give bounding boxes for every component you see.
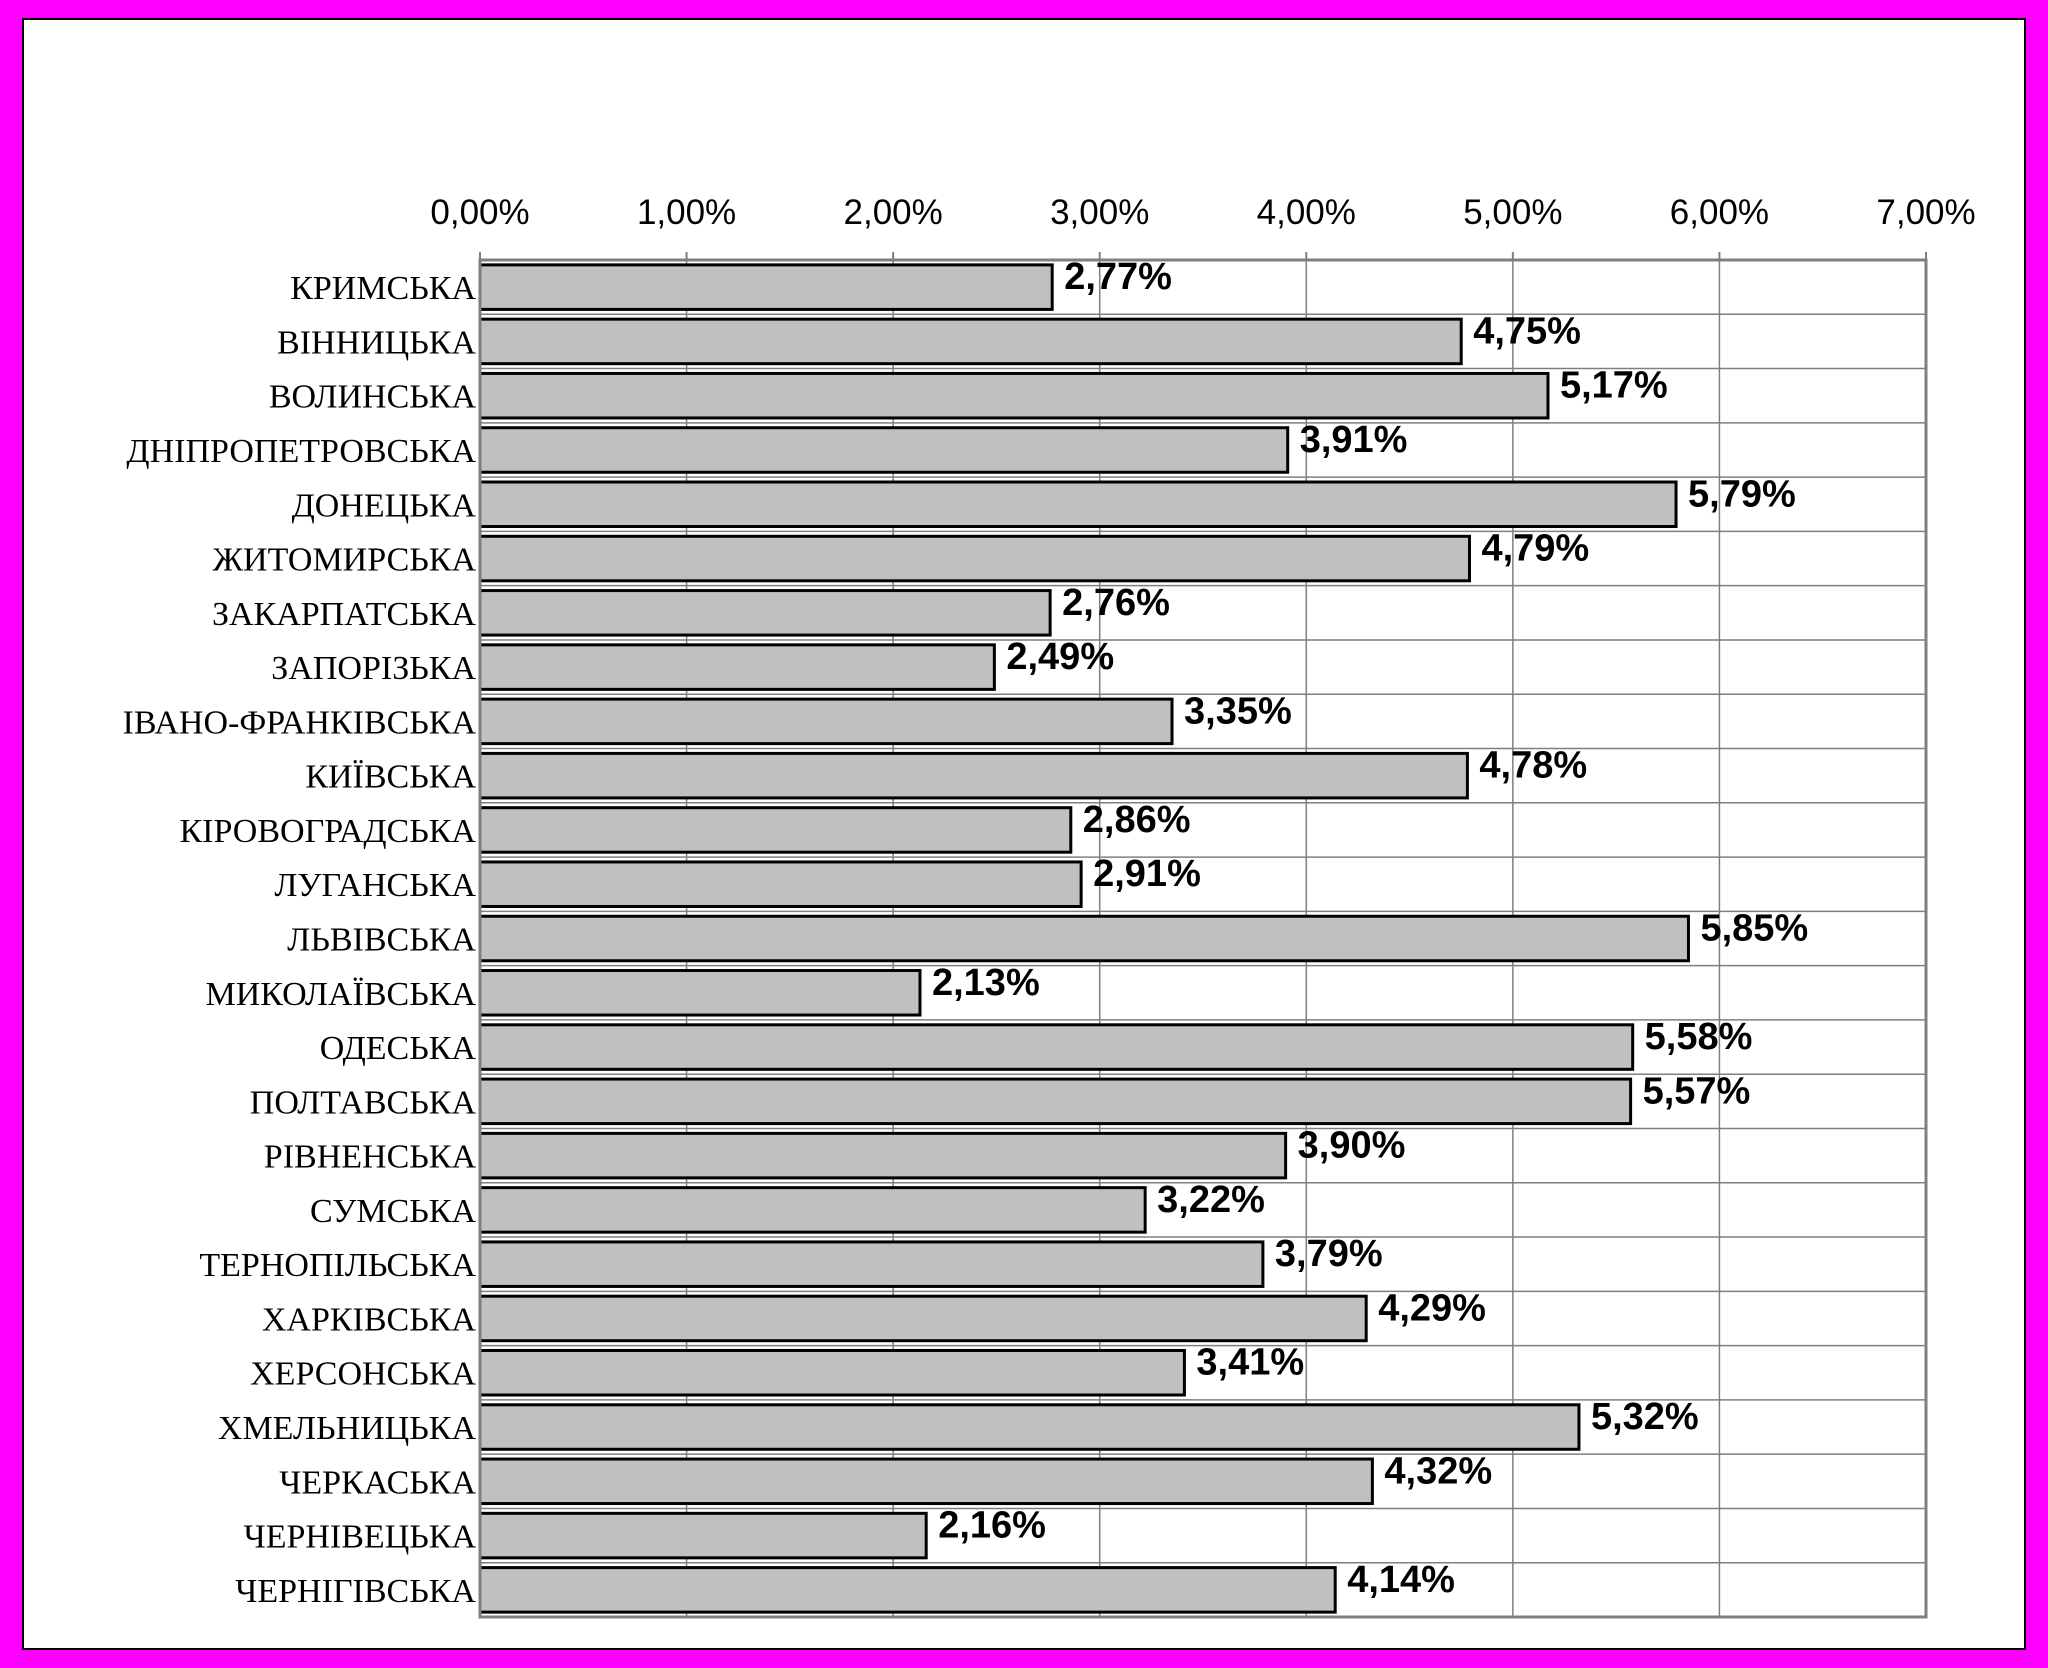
category-label: КРИМСЬКА [290,270,476,307]
bar [478,480,1678,529]
data-labels: 2,77% 4,75% 5,17% 3,91% 5,79% 4,79% 2,76% 2,49%… [932,256,1808,1601]
bar [478,1023,1635,1071]
bar [478,860,1083,908]
plot-area-border [478,258,1928,1619]
bar [478,371,1550,420]
bar [478,1240,1265,1288]
data-label: 2,49% [1006,636,1114,678]
bar [478,969,922,1017]
bar [478,1457,1374,1506]
data-label: 5,17% [1560,365,1668,407]
bar [478,1511,928,1560]
bar [478,751,1469,800]
x-axis-tick-labels: 0,00% 1,00% 2,00% 3,00% 4,00% 5,00% 6,00% 7,00% [430,193,1975,232]
category-label: ЖИТОМИРСЬКА [213,542,477,579]
category-label: ЧЕРНІГІВСЬКА [235,1573,476,1610]
category-label: ЛЬВІВСЬКА [287,922,476,959]
category-label: ДОНЕЦЬКА [292,487,477,524]
x-tick-label: 5,00% [1463,193,1562,232]
category-label: ХАРКІВСЬКА [262,1301,477,1338]
bar [478,1403,1581,1451]
data-label: 3,41% [1196,1342,1304,1384]
bar [478,1566,1337,1614]
bar [478,534,1471,583]
x-tick-label: 7,00% [1876,193,1975,232]
bar [478,1186,1147,1234]
bar [478,589,1052,637]
data-label: 3,79% [1275,1233,1383,1275]
x-tick-label: 0,00% [430,193,529,232]
data-label: 2,91% [1093,853,1201,895]
category-label: ДНІПРОПЕТРОВСЬКА [126,433,476,470]
bar [478,1077,1633,1126]
data-label: 4,75% [1473,310,1581,352]
category-label: ЛУГАНСЬКА [274,867,476,904]
category-label: СУМСЬКА [310,1193,476,1230]
x-tick-label: 6,00% [1670,193,1769,232]
bar [478,263,1054,311]
data-label: 3,22% [1157,1179,1265,1221]
data-label: 2,76% [1062,582,1170,624]
bar [478,643,996,691]
bar [478,1348,1186,1397]
category-label: ПОЛТАВСЬКА [250,1084,477,1121]
bar [478,1131,1288,1180]
data-label: 2,13% [932,962,1040,1004]
category-label: ХМЕЛЬНИЦЬКА [218,1410,477,1447]
category-label: ТЕРНОПІЛЬСЬКА [199,1247,476,1284]
category-label: КИЇВСЬКА [305,759,476,796]
data-label: 4,78% [1479,745,1587,787]
data-label: 2,77% [1064,256,1172,298]
x-tick-label: 3,00% [1050,193,1149,232]
data-label: 5,57% [1643,1070,1751,1112]
chart-frame: 0,00% 1,00% 2,00% 3,00% 4,00% 5,00% 6,00% 7,00%… [22,18,2026,1650]
category-label: МИКОЛАЇВСЬКА [205,976,476,1013]
data-label: 2,16% [938,1505,1046,1547]
x-tick-label: 1,00% [637,193,736,232]
data-label: 3,35% [1184,690,1292,732]
data-label: 2,86% [1083,799,1191,841]
data-label: 4,79% [1481,528,1589,570]
data-label: 5,58% [1645,1016,1753,1058]
data-label: 5,85% [1700,908,1808,950]
category-label: РІВНЕНСЬКА [264,1139,477,1176]
data-label: 3,90% [1298,1125,1406,1167]
bar-chart: 0,00% 1,00% 2,00% 3,00% 4,00% 5,00% 6,00% 7,00%… [123,193,1976,1619]
category-label: ЧЕРНІВЕЦЬКА [244,1519,477,1556]
bar [478,806,1073,854]
category-label: ІВАНО-ФРАНКІВСЬКА [123,704,477,741]
bar [478,1294,1368,1343]
category-label: ХЕРСОНСЬКА [250,1356,476,1393]
x-tick-label: 2,00% [844,193,943,232]
bar [478,914,1690,963]
category-label: КІРОВОГРАДСЬКА [179,813,476,850]
bar [478,426,1290,474]
category-label: ОДЕСЬКА [320,1030,477,1067]
bar [478,697,1174,746]
data-label: 5,79% [1688,473,1796,515]
data-label: 5,32% [1591,1396,1699,1438]
gridlines [479,252,1927,1617]
category-label: ЗАПОРІЗЬКА [271,650,476,687]
category-label: ВІННИЦЬКА [277,324,476,361]
category-label: ЗАКАРПАТСЬКА [212,596,476,633]
data-label: 4,32% [1384,1450,1492,1492]
category-label: ВОЛИНСЬКА [269,379,477,416]
category-label: ЧЕРКАСЬКА [279,1464,476,1501]
data-label: 4,29% [1378,1287,1486,1329]
category-labels: КРИМСЬКА ВІННИЦЬКА ВОЛИНСЬКА ДНІПРОПЕТРОВСЬ… [123,270,477,1610]
bars [478,263,1690,1614]
x-tick-label: 4,00% [1257,193,1356,232]
data-label: 4,14% [1347,1559,1455,1601]
bar [478,317,1463,366]
data-label: 3,91% [1300,419,1408,461]
